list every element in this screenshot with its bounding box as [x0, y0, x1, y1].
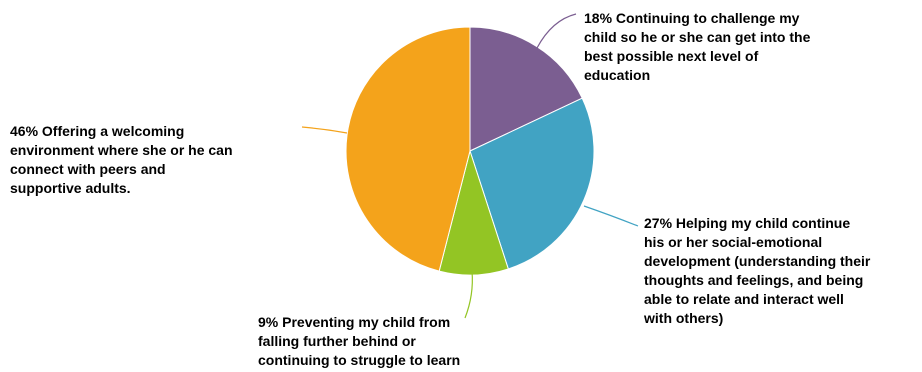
slice-label-social-emotional: 27% Helping my child continue his or her… [644, 215, 871, 326]
pie-slice-welcoming [345, 26, 471, 272]
slice-label-challenge: 18% Continuing to challenge my child so … [584, 10, 811, 83]
pie-slice-social-emotional [469, 97, 595, 270]
slice-label-falling-behind: 9% Preventing my child from falling furt… [258, 314, 461, 368]
leader-lines [301, 13, 639, 319]
leader-line-challenge [536, 13, 577, 49]
leader-line-falling-behind [464, 270, 473, 319]
leader-line-welcoming [301, 126, 348, 134]
leader-line-social-emotional [583, 205, 639, 227]
pie-slice-challenge [469, 26, 583, 152]
pie-slices [345, 26, 595, 276]
slice-label-welcoming: 46% Offering a welcoming environment whe… [10, 123, 233, 196]
